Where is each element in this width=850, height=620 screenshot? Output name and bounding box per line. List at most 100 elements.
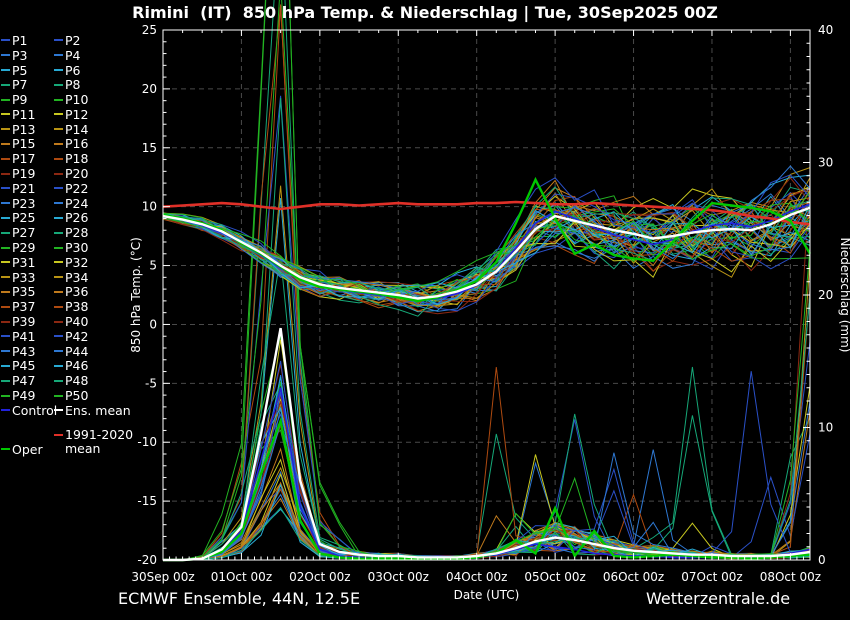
legend-row: P21 P22	[1, 181, 133, 196]
y-left-tick-label: 5	[149, 259, 157, 273]
legend-label: P23	[12, 195, 36, 211]
legend-label: P24	[65, 195, 89, 211]
legend-label: P7	[12, 77, 28, 93]
legend-row: P11 P12	[1, 107, 133, 122]
legend-item-p11: P11	[1, 107, 54, 122]
legend-label: P5	[12, 62, 28, 78]
legend-item-p7: P7	[1, 77, 54, 92]
legend-row: P5 P6	[1, 63, 133, 78]
legend-item-p30: P30	[54, 240, 107, 255]
legend-swatch	[1, 216, 10, 219]
legend-swatch	[54, 128, 63, 131]
model-info: ECMWF Ensemble, 44N, 12.5E	[118, 589, 361, 608]
legend-label: P46	[65, 358, 89, 374]
legend-item-p49: P49	[1, 388, 54, 403]
legend-row: P41 P42	[1, 329, 133, 344]
y-left-tick-label: 20	[142, 82, 157, 96]
legend-swatch	[54, 394, 63, 397]
legend-label: P45	[12, 358, 36, 374]
legend-swatch	[54, 379, 63, 382]
legend-swatch	[1, 113, 10, 116]
member-precip-line	[163, 376, 811, 561]
legend-item-p47: P47	[1, 373, 54, 388]
legend-swatch	[54, 142, 63, 145]
legend-item-p9: P9	[1, 92, 54, 107]
legend-swatch	[1, 54, 10, 57]
legend-row: P47 P48	[1, 373, 133, 388]
x-axis-title: Date (UTC)	[454, 588, 520, 602]
x-tick-label: 03Oct 00z	[368, 570, 429, 584]
legend-item-p4: P4	[54, 48, 107, 63]
legend-swatch	[1, 157, 10, 160]
legend-label: P19	[12, 166, 36, 182]
legend-label: P8	[65, 77, 81, 93]
y-right-axis-title: Niederschlag (mm)	[838, 238, 850, 353]
legend-row: P23 P24	[1, 196, 133, 211]
x-tick-label: 30Sep 00z	[131, 570, 194, 584]
legend-swatch	[1, 394, 10, 397]
legend-row: P43 P44	[1, 344, 133, 359]
climate-mean-line	[162, 200, 811, 226]
legend-label: P14	[65, 121, 89, 137]
member-precip-line	[163, 97, 811, 561]
legend-item-p37: P37	[1, 299, 54, 314]
legend-swatch	[1, 305, 10, 308]
legend-item-p36: P36	[54, 284, 107, 299]
legend-swatch	[1, 335, 10, 338]
legend-swatch	[54, 69, 63, 71]
legend-label: P31	[12, 254, 36, 270]
legend-swatch	[54, 276, 63, 279]
y-left-tick-label: -10	[137, 435, 157, 449]
legend-swatch	[54, 290, 63, 293]
legend-swatch	[1, 320, 10, 323]
y-left-tick-label: -5	[145, 376, 157, 390]
legend-label: P48	[65, 373, 89, 389]
legend-item-p35: P35	[1, 284, 54, 299]
legend-label: P49	[12, 388, 36, 404]
legend-label: P44	[65, 343, 89, 359]
legend-item-p43: P43	[1, 344, 54, 359]
legend-item-climate-mean: 1991-2020 mean	[54, 426, 134, 457]
legend-label: P32	[65, 254, 89, 270]
y-right-tick-label: 20	[818, 288, 833, 302]
legend-label: P30	[65, 240, 89, 256]
legend-label: P15	[12, 136, 36, 152]
legend-swatch	[54, 364, 63, 367]
legend-swatch	[1, 276, 10, 279]
legend-item-p18: P18	[54, 151, 107, 166]
legend-label: 1991-2020 mean	[65, 426, 134, 457]
legend-label: P47	[12, 373, 36, 389]
legend-item-p22: P22	[54, 181, 107, 196]
legend-swatch	[54, 350, 63, 353]
legend-label: Ens. mean	[65, 402, 131, 418]
legend-item-p25: P25	[1, 210, 54, 225]
legend-item-p48: P48	[54, 373, 107, 388]
legend-swatch	[54, 39, 63, 42]
legend-row: P45 P46	[1, 358, 133, 374]
legend-swatch	[1, 69, 10, 71]
legend-swatch	[54, 409, 63, 412]
legend-swatch	[1, 290, 10, 293]
legend-row: P37 P38	[1, 299, 133, 314]
legend-label: P17	[12, 151, 36, 167]
y-right-tick-label: 40	[818, 23, 833, 37]
legend-item-p5: P5	[1, 63, 54, 78]
legend-label: P18	[65, 151, 89, 167]
member-precip-line	[163, 290, 811, 561]
legend-item-p2: P2	[54, 33, 107, 48]
legend-swatch	[1, 172, 10, 175]
legend-item-oper: Oper	[1, 442, 54, 457]
x-tick-label: 01Oct 00z	[211, 570, 272, 584]
legend-label: P35	[12, 284, 36, 300]
legend-swatch	[1, 261, 10, 264]
legend-swatch	[54, 433, 63, 436]
legend-label: Oper	[12, 441, 43, 457]
member-precip-line	[163, 366, 811, 561]
legend-row: P35 P36	[1, 284, 133, 299]
legend-swatch	[1, 231, 10, 234]
legend-item-p15: P15	[1, 136, 54, 151]
legend-label: P50	[65, 388, 89, 404]
legend-row: P25 P26	[1, 210, 133, 225]
legend-swatch	[1, 142, 10, 145]
legend-item-p13: P13	[1, 122, 54, 137]
